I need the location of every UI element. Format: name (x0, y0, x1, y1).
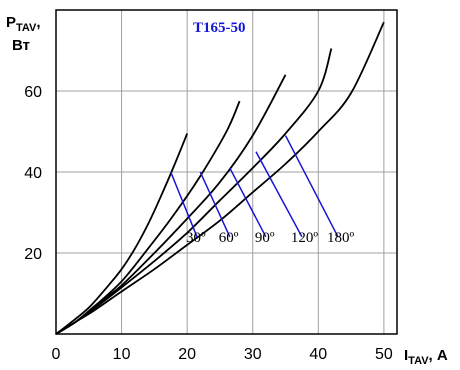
leader-line (229, 167, 267, 238)
y-axis-unit: Вт (12, 37, 30, 54)
leader-line (170, 171, 198, 238)
series-line (55, 74, 287, 335)
curve-label: 90º (255, 230, 275, 246)
leader-line (284, 135, 339, 238)
x-tick-label: 10 (113, 346, 131, 363)
y-tick-label: 20 (24, 246, 42, 263)
series-line (55, 48, 333, 335)
leader-line (255, 151, 303, 238)
curve-annotations: 30º 60º 90º 120º 180º (186, 230, 354, 246)
leader-line (199, 171, 231, 238)
y-tick-labels: 20 40 60 (24, 84, 42, 263)
curve-label: 120º (291, 230, 319, 246)
x-axis-label: ITAV, А (404, 347, 448, 367)
x-tick-labels: 0 10 20 30 40 50 (52, 346, 393, 363)
y-axis-label: PTAV, (6, 14, 41, 34)
curve-label: 60º (219, 230, 239, 246)
curves (55, 21, 385, 335)
series-line (55, 100, 241, 335)
x-tick-label: 0 (52, 346, 61, 363)
x-tick-label: 30 (244, 346, 262, 363)
y-tick-label: 60 (24, 84, 42, 101)
curve-label: 180º (327, 230, 355, 246)
series-line (55, 21, 385, 335)
plot-frame (55, 9, 398, 335)
curve-label: 30º (186, 230, 206, 246)
x-tick-label: 20 (178, 346, 196, 363)
x-tick-label: 50 (375, 346, 393, 363)
leader-lines (170, 135, 339, 238)
chart-title: T165-50 (193, 20, 246, 36)
x-tick-label: 40 (309, 346, 327, 363)
y-tick-label: 40 (24, 165, 42, 182)
grid (56, 10, 397, 334)
series-line (55, 133, 189, 335)
